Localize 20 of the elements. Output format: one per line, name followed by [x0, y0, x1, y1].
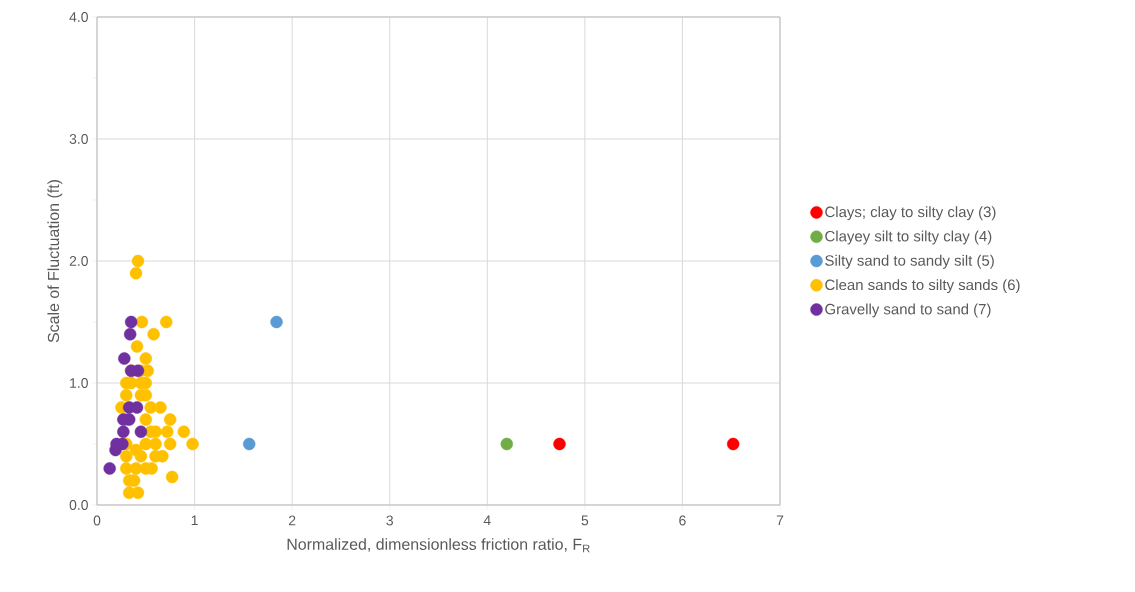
y-tick-label: 1.0 — [70, 378, 88, 388]
x-tick-label: 1 — [191, 515, 198, 526]
legend-label: Silty sand to sandy silt (5) — [825, 254, 994, 269]
y-tick-label: 3.0 — [69, 134, 88, 144]
legend-label: Clayey silt to silty clay (4) — [825, 230, 992, 245]
x-axis-title: Normalized, dimensionless friction ratio, F$_{R}$ — [287, 538, 590, 553]
legend-label: Clean sands to silty sands (6) — [825, 279, 1020, 294]
legend-label: Gravelly sand to sand (7) — [825, 303, 991, 318]
x-tick-label: 2 — [288, 515, 296, 526]
x-tick-label: 7 — [776, 515, 784, 526]
x-tick-label: 4 — [483, 515, 491, 526]
x-tick-label: 5 — [581, 515, 589, 526]
y-tick-label: 0.0 — [69, 500, 88, 510]
y-tick-label: 2.0 — [69, 256, 88, 266]
x-tick-label: 0 — [93, 515, 101, 526]
y-tick-label: 4.0 — [69, 12, 88, 22]
y-axis-title: Scale of Fluctuation (ft) — [47, 180, 63, 343]
x-tick-label: 6 — [679, 515, 686, 526]
legend-label: Clays; clay to silty clay (3) — [825, 206, 996, 221]
x-tick-label: 3 — [386, 515, 393, 526]
